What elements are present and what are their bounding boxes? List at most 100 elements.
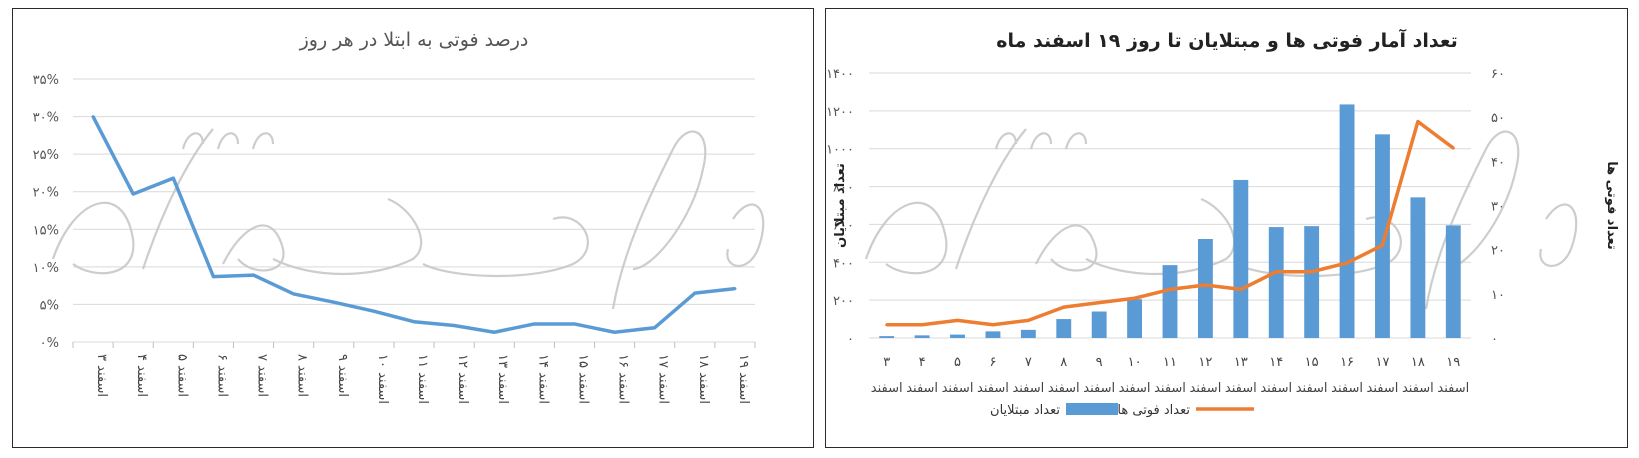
deaths-point [1062,305,1066,309]
cases-bar [1304,226,1320,338]
deaths-point [1274,270,1278,274]
x-tick-month: اسفند [977,381,1009,396]
watermark-stroke [864,201,948,275]
y-left-tick-label: ۸۰۰ [833,181,854,196]
y-tick-label: ۱۰% [33,261,59,276]
y-right-axis-label: تعداد فوتی ها [1604,161,1619,250]
x-tick-month: اسفند [1225,381,1257,396]
x-tick-month: اسفند [1083,381,1115,396]
cases-bar [1127,299,1143,338]
death-rate-point [693,291,697,295]
watermark-stroke [181,132,275,150]
y-tick-label: ۳۰% [33,111,59,126]
deaths-point [1097,301,1101,305]
x-tick-label: ۱۶ اسفند [616,354,631,404]
x-tick-month: اسفند [1402,381,1434,396]
cases-bar [1020,329,1036,338]
deaths-point [1133,296,1137,300]
x-tick-month: اسفند [1296,381,1328,396]
y-tick-label: ۵% [40,298,59,313]
deaths-cases-chart-panel: تعداد آمار فوتی ها و مبتلایان تا روز ۱۹ … [825,8,1628,448]
y-left-tick-label: ۴۰۰ [833,256,854,271]
x-tick-day: ۱۰ [1128,355,1142,370]
cases-bar [1410,197,1426,338]
death-rate-point [653,326,657,330]
y-left-tick-label: ۱۲۰۰ [826,105,854,120]
x-tick-day: ۱۴ [1269,355,1283,370]
x-tick-month: اسفند [1367,381,1399,396]
x-tick-label: ۱۵ اسفند [575,354,590,404]
cases-bar [879,336,895,338]
cases-bar [1091,311,1107,338]
watermark-stroke [422,216,589,278]
y-tick-label: ۰% [40,336,59,351]
death-rate-point [91,115,95,119]
y-left-tick-label: ۶۰۰ [833,218,854,233]
y-left-axis-label: تعداد مبتلایان [833,163,848,248]
legend-label-deaths: تعداد فوتی ها [1117,403,1190,418]
x-tick-day: ۶ [989,355,996,370]
watermark-stroke [726,203,765,267]
chart-title: تعداد آمار فوتی ها و مبتلایان تا روز ۱۹ … [996,28,1458,52]
cases-bar [1445,225,1461,338]
cases-bar [1162,265,1178,338]
death-rate-point [332,300,336,304]
deaths-point [1416,120,1420,124]
x-tick-month: اسفند [1437,381,1469,396]
x-tick-day: ۱۹ [1446,355,1460,370]
x-tick-label: ۱۳ اسفند [495,354,510,404]
x-tick-label: ۹ اسفند [335,354,350,397]
x-tick-label: ۱۰ اسفند [375,354,390,404]
watermark-logo [51,128,765,310]
x-tick-month: اسفند [1119,381,1151,396]
death-rate-point [532,322,536,326]
deaths-point [1239,287,1243,291]
x-tick-day: ۱۱ [1163,355,1177,370]
x-tick-label: ۶ اسفند [214,354,229,397]
x-tick-month: اسفند [871,381,903,396]
y-tick-label: ۲۰% [33,186,59,201]
x-tick-day: ۹ [1096,355,1103,370]
y-right-tick-label: ۰ [1491,332,1498,347]
y-tick-label: ۳۵% [33,73,59,88]
death-rate-point [492,330,496,334]
x-tick-month: اسفند [1260,381,1292,396]
cases-bar [950,334,965,338]
x-tick-month: اسفند [906,381,938,396]
death-rate-chart-panel: درصد فوتی به ابتلا در هر روز ۰% ۵% ۱۰% ۱۵% ۲۰… [12,8,814,448]
watermark-stroke [1539,203,1578,267]
x-tick-label: ۸ اسفند [295,354,310,397]
deaths-cases-chart: تعداد آمار فوتی ها و مبتلایان تا روز ۱۹ … [826,28,1619,418]
y-tick-label: ۱۵% [33,223,59,238]
x-tick-month: اسفند [942,381,974,396]
death-rate-point [452,323,456,327]
y-tick-label: ۲۵% [33,148,59,163]
y-right-tick-label: ۶۰ [1491,67,1505,82]
cases-bar [1268,227,1284,338]
x-tick-day: ۳ [883,355,890,370]
x-tick-month: اسفند [1331,381,1363,396]
deaths-point [885,323,889,327]
x-tick-label: ۷ اسفند [255,354,270,397]
x-tick-label: ۱۸ اسفند [696,354,711,404]
watermark-stroke [272,197,423,276]
deaths-point [991,323,995,327]
y-left-tick-label: ۰ [847,332,854,347]
y-right-tick-label: ۴۰ [1491,155,1505,170]
death-rate-chart: درصد فوتی به ابتلا در هر روز ۰% ۵% ۱۰% ۱۵% ۲۰… [33,29,765,404]
chart-title: درصد فوتی به ابتلا در هر روز [299,29,529,51]
x-tick-day: ۱۲ [1198,355,1212,370]
watermark-stroke [1085,197,1236,276]
cases-bar [1339,104,1355,339]
y-left-tick-label: ۱۴۰۰ [826,67,854,82]
death-rate-point [733,287,737,291]
y-right-tick-label: ۲۰ [1491,244,1505,259]
deaths-point [1380,243,1384,247]
deaths-point [1345,261,1349,265]
x-tick-day: ۱۸ [1411,355,1425,370]
x-tick-label: ۱۲ اسفند [455,354,470,404]
x-tick-day: ۸ [1060,355,1067,370]
x-tick-month: اسفند [1012,381,1044,396]
death-rate-point [292,292,296,296]
x-tick-label: ۵ اسفند [174,354,189,397]
